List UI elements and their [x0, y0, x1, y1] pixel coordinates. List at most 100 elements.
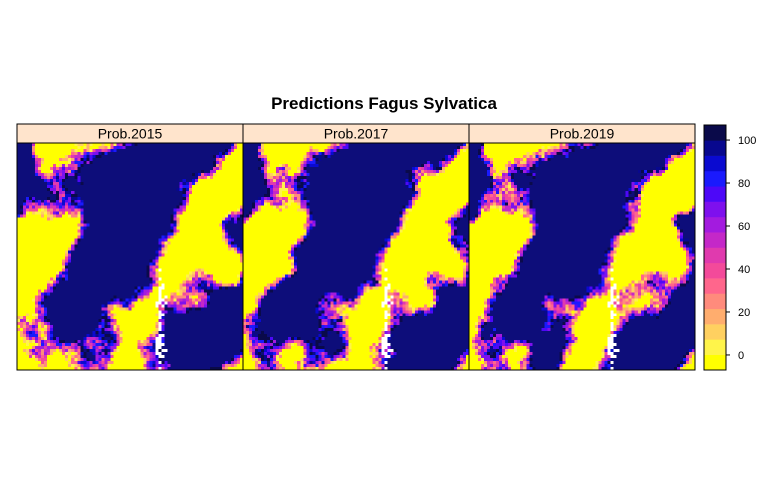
- raster-cell: [213, 194, 216, 197]
- raster-cell: [216, 155, 219, 158]
- raster-cell: [135, 322, 138, 325]
- raster-cell: [204, 212, 207, 215]
- raster-cell: [231, 230, 234, 233]
- raster-cell: [159, 268, 162, 271]
- raster-cell: [119, 242, 122, 245]
- raster-cell: [65, 218, 68, 221]
- raster-cell: [138, 254, 141, 257]
- raster-cell: [35, 316, 38, 319]
- raster-cell: [50, 310, 53, 313]
- raster-cell: [41, 242, 44, 245]
- raster-cell: [17, 233, 20, 236]
- raster-cell: [23, 233, 26, 236]
- raster-cell: [116, 328, 119, 331]
- raster-cell: [89, 158, 92, 161]
- raster-cell: [32, 265, 35, 268]
- raster-cell: [180, 316, 183, 319]
- raster-cell: [56, 307, 59, 310]
- raster-cell: [83, 230, 86, 233]
- raster-cell: [165, 268, 168, 271]
- raster-cell: [68, 331, 71, 334]
- raster-cell: [44, 313, 47, 316]
- raster-cell: [20, 239, 23, 242]
- raster-cell: [98, 149, 101, 152]
- raster-cell: [47, 337, 50, 340]
- raster-cell: [201, 236, 204, 239]
- raster-cell: [95, 236, 98, 239]
- raster-cell: [50, 167, 53, 170]
- raster-cell: [201, 200, 204, 203]
- raster-cell: [56, 298, 59, 301]
- raster-cell: [195, 257, 198, 260]
- raster-cell: [128, 295, 131, 298]
- raster-cell: [138, 334, 141, 337]
- raster-cell: [119, 262, 122, 265]
- raster-cell: [56, 304, 59, 307]
- raster-cell: [56, 262, 59, 265]
- raster-cell: [210, 155, 213, 158]
- raster-cell: [210, 176, 213, 179]
- raster-cell: [237, 164, 240, 167]
- raster-cell: [50, 224, 53, 227]
- raster-cell: [141, 257, 144, 260]
- raster-cell: [92, 265, 95, 268]
- raster-cell: [59, 325, 62, 328]
- raster-cell: [89, 340, 92, 343]
- raster-cell: [83, 340, 86, 343]
- raster-cell: [213, 173, 216, 176]
- raster-cell: [156, 221, 159, 224]
- raster-cell: [59, 340, 62, 343]
- raster-cell: [195, 283, 198, 286]
- raster-cell: [156, 146, 159, 149]
- raster-cell: [210, 218, 213, 221]
- raster-cell: [135, 179, 138, 182]
- raster-cell: [183, 224, 186, 227]
- raster-cell: [59, 179, 62, 182]
- raster-cell: [62, 259, 65, 262]
- raster-cell: [89, 277, 92, 280]
- raster-cell: [77, 200, 80, 203]
- raster-cell: [53, 340, 56, 343]
- raster-cell: [228, 200, 231, 203]
- raster-cell: [165, 304, 168, 307]
- raster-cell: [53, 280, 56, 283]
- raster-cell: [68, 280, 71, 283]
- raster-cell: [165, 173, 168, 176]
- raster-cell: [98, 248, 101, 251]
- raster-cell: [138, 203, 141, 206]
- raster-cell: [83, 146, 86, 149]
- raster-cell: [92, 307, 95, 310]
- raster-cell: [107, 179, 110, 182]
- raster-cell: [150, 248, 153, 251]
- raster-cell: [150, 271, 153, 274]
- raster-cell: [138, 158, 141, 161]
- raster-cell: [198, 209, 201, 212]
- raster-cell: [159, 194, 162, 197]
- raster-cell: [107, 230, 110, 233]
- raster-cell: [180, 289, 183, 292]
- raster-cell: [168, 209, 171, 212]
- raster-cell: [177, 188, 180, 191]
- raster-cell: [68, 277, 71, 280]
- raster-cell: [219, 167, 222, 170]
- raster-cell: [180, 209, 183, 212]
- raster-cell: [59, 221, 62, 224]
- raster-cell: [77, 152, 80, 155]
- raster-cell: [153, 322, 156, 325]
- raster-cell: [23, 176, 26, 179]
- raster-cell: [50, 340, 53, 343]
- raster-cell: [138, 331, 141, 334]
- raster-cell: [104, 182, 107, 185]
- raster-cell: [141, 185, 144, 188]
- raster-cell: [195, 182, 198, 185]
- raster-cell: [150, 206, 153, 209]
- raster-cell: [44, 259, 47, 262]
- raster-cell: [74, 259, 77, 262]
- raster-cell: [128, 146, 131, 149]
- raster-cell: [165, 337, 168, 340]
- raster-cell: [125, 209, 128, 212]
- raster-cell: [20, 236, 23, 239]
- raster-cell: [201, 212, 204, 215]
- raster-cell: [35, 251, 38, 254]
- raster-cell: [219, 146, 222, 149]
